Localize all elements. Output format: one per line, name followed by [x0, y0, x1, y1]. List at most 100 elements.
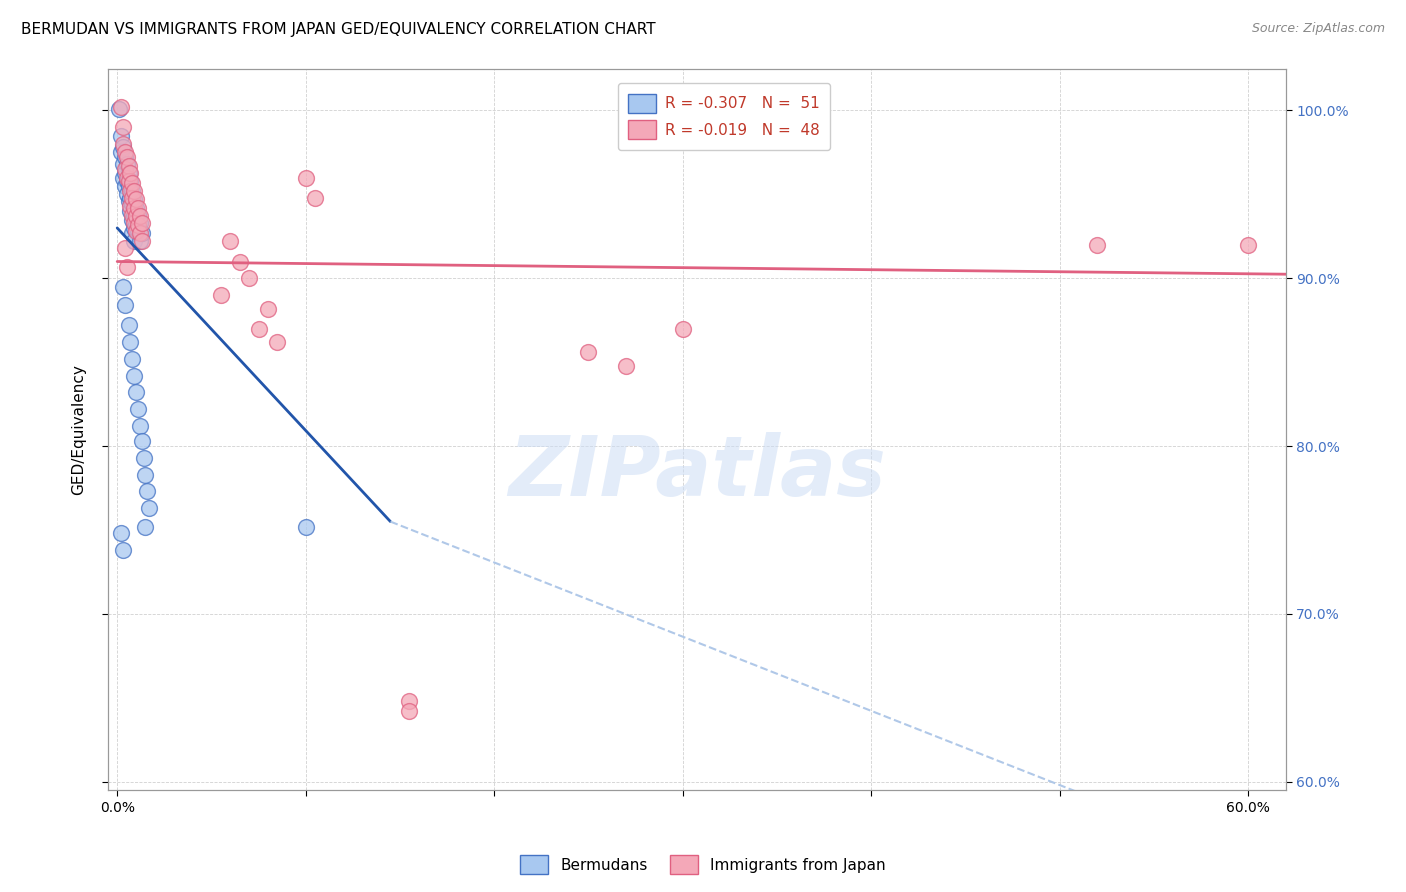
Point	[114, 298, 136, 312]
Point	[111, 279, 134, 293]
Point	[115, 157, 138, 171]
Point	[672, 321, 695, 335]
Point	[128, 216, 150, 230]
Point	[127, 201, 149, 215]
Point	[120, 174, 142, 188]
Point	[111, 120, 134, 135]
Point	[128, 226, 150, 240]
Point	[120, 191, 142, 205]
Point	[114, 151, 136, 165]
Point	[111, 140, 134, 154]
Point	[127, 207, 149, 221]
Point	[115, 170, 138, 185]
Point	[122, 201, 145, 215]
Point	[1237, 237, 1260, 252]
Point	[209, 288, 232, 302]
Point	[117, 318, 139, 333]
Point	[121, 176, 143, 190]
Point	[120, 165, 142, 179]
Text: ZIPatlas: ZIPatlas	[508, 432, 886, 513]
Point	[304, 191, 326, 205]
Point	[115, 187, 138, 202]
Point	[120, 184, 142, 198]
Point	[121, 351, 143, 366]
Point	[128, 209, 150, 223]
Point	[576, 345, 599, 359]
Point	[115, 260, 138, 274]
Point	[125, 385, 148, 400]
Point	[111, 170, 134, 185]
Point	[121, 207, 143, 221]
Point	[114, 179, 136, 194]
Point	[120, 199, 142, 213]
Point	[115, 151, 138, 165]
Point	[219, 235, 242, 249]
Legend: R = -0.307   N =  51, R = -0.019   N =  48: R = -0.307 N = 51, R = -0.019 N = 48	[617, 83, 831, 150]
Point	[125, 216, 148, 230]
Legend: Bermudans, Immigrants from Japan: Bermudans, Immigrants from Japan	[515, 849, 891, 880]
Point	[110, 526, 132, 541]
Point	[114, 145, 136, 160]
Point	[138, 501, 160, 516]
Point	[125, 224, 148, 238]
Point	[122, 221, 145, 235]
Point	[398, 704, 420, 718]
Point	[398, 694, 420, 708]
Point	[121, 184, 143, 198]
Point	[127, 224, 149, 238]
Point	[122, 193, 145, 207]
Point	[122, 207, 145, 221]
Point	[128, 235, 150, 249]
Y-axis label: GED/Equivalency: GED/Equivalency	[72, 364, 86, 495]
Point	[111, 543, 134, 558]
Point	[257, 301, 280, 316]
Point	[122, 216, 145, 230]
Point	[120, 334, 142, 349]
Point	[120, 204, 142, 219]
Point	[117, 194, 139, 208]
Point	[131, 216, 153, 230]
Point	[247, 321, 270, 335]
Point	[131, 226, 153, 240]
Point	[110, 100, 132, 114]
Text: BERMUDAN VS IMMIGRANTS FROM JAPAN GED/EQUIVALENCY CORRELATION CHART: BERMUDAN VS IMMIGRANTS FROM JAPAN GED/EQ…	[21, 22, 655, 37]
Point	[122, 184, 145, 198]
Point	[125, 209, 148, 223]
Point	[266, 334, 288, 349]
Point	[132, 450, 155, 465]
Point	[114, 241, 136, 255]
Point	[127, 218, 149, 232]
Point	[294, 519, 316, 533]
Point	[121, 212, 143, 227]
Point	[134, 467, 156, 482]
Point	[122, 235, 145, 249]
Point	[121, 191, 143, 205]
Point	[134, 519, 156, 533]
Point	[136, 484, 159, 499]
Point	[115, 174, 138, 188]
Point	[127, 402, 149, 417]
Point	[614, 359, 637, 373]
Point	[110, 128, 132, 143]
Point	[238, 271, 260, 285]
Point	[131, 434, 153, 448]
Point	[111, 136, 134, 151]
Point	[114, 162, 136, 177]
Point	[228, 254, 250, 268]
Point	[1085, 237, 1108, 252]
Point	[117, 159, 139, 173]
Point	[114, 165, 136, 179]
Point	[128, 419, 150, 434]
Point	[121, 226, 143, 240]
Point	[111, 157, 134, 171]
Point	[125, 193, 148, 207]
Point	[125, 201, 148, 215]
Point	[117, 179, 139, 194]
Point	[294, 170, 316, 185]
Point	[110, 145, 132, 160]
Point	[117, 165, 139, 179]
Point	[122, 368, 145, 383]
Text: Source: ZipAtlas.com: Source: ZipAtlas.com	[1251, 22, 1385, 36]
Point	[108, 102, 131, 116]
Point	[131, 235, 153, 249]
